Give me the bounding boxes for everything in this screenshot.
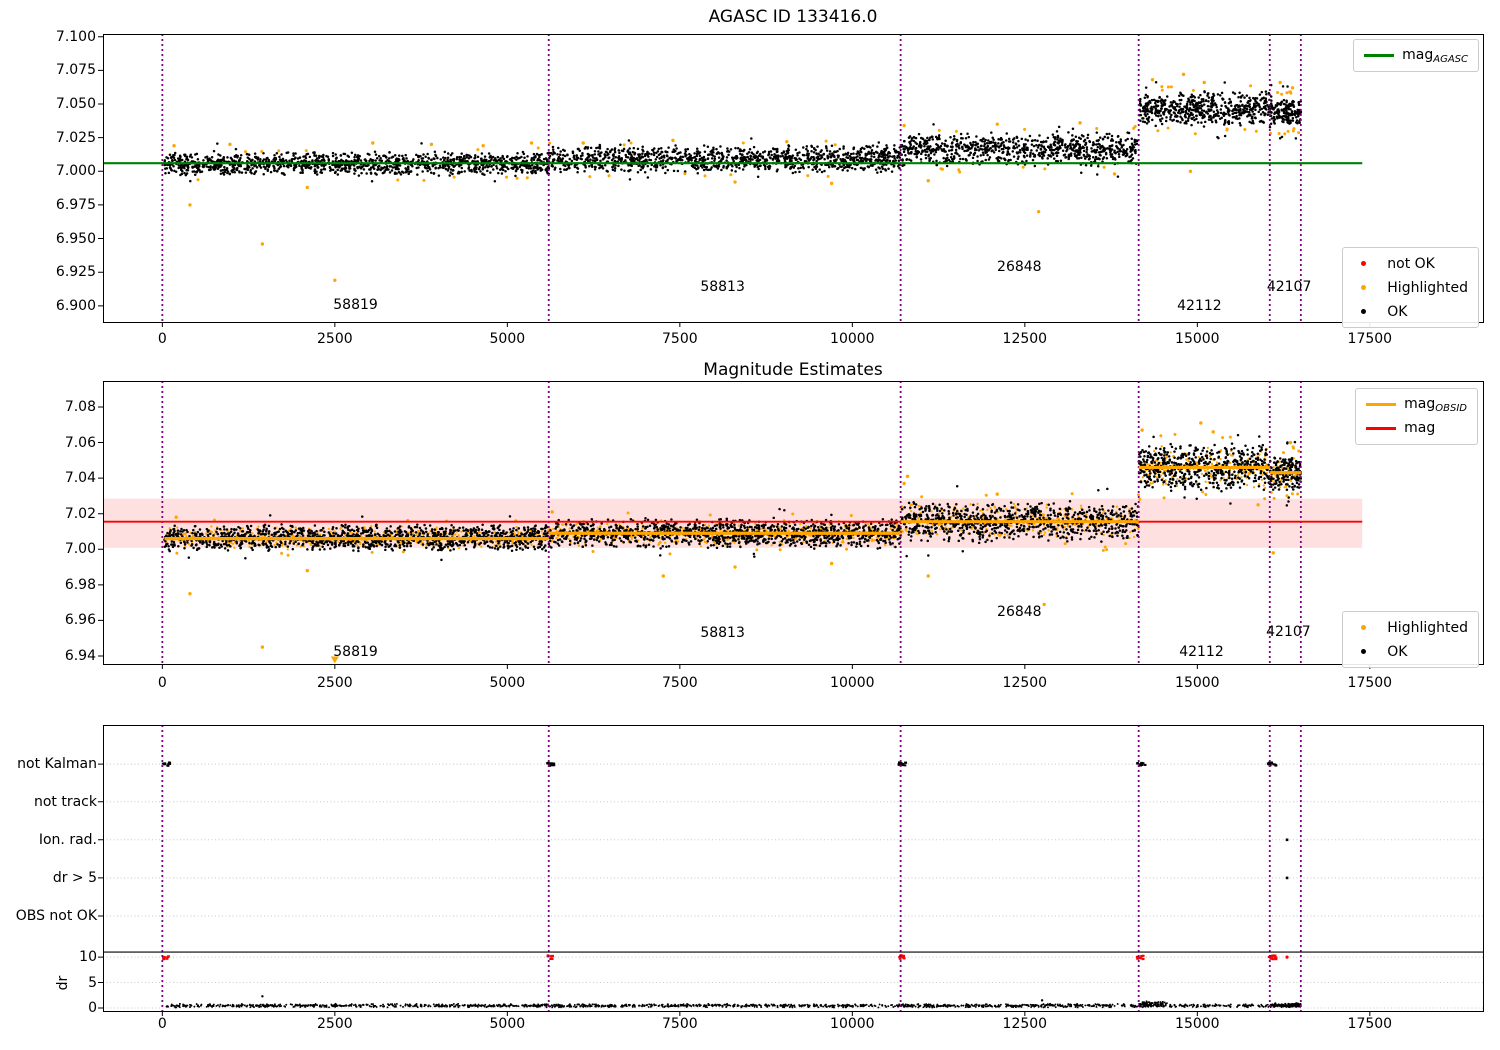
mag-line-swatch [1366, 427, 1397, 430]
legend-row: OK [1353, 302, 1468, 321]
legend-row: Highlighted [1353, 278, 1468, 297]
highlighted-dot-swatch [1361, 285, 1367, 290]
mag-obsid-line-swatch [1366, 402, 1397, 407]
legend-row: magOBSID [1366, 395, 1467, 414]
legend-label: OK [1387, 643, 1408, 660]
legend-mag-agasc: magAGASC [1353, 39, 1479, 72]
legend-row: magAGASC [1364, 46, 1468, 65]
legend-label: magAGASC [1402, 46, 1468, 65]
legend-mag-obsid: magOBSID mag [1355, 388, 1478, 445]
top-plot-title: AGASC ID 133416.0 [708, 7, 878, 27]
not-ok-dot-swatch [1361, 261, 1367, 266]
highlighted-dot-swatch [1361, 625, 1367, 630]
legend-row: Highlighted [1353, 618, 1468, 637]
legend-row: OK [1353, 642, 1468, 661]
legend-mid-points: Highlighted OK [1342, 611, 1479, 668]
legend-label: not OK [1387, 255, 1435, 272]
legend-top-points: not OK Highlighted OK [1342, 247, 1479, 328]
legend-label: mag [1404, 419, 1436, 436]
legend-label: Highlighted [1387, 619, 1468, 636]
legend-label: magOBSID [1404, 395, 1467, 414]
legend-row: not OK [1353, 254, 1468, 273]
legend-label: OK [1387, 303, 1408, 320]
ok-dot-swatch [1361, 649, 1367, 654]
legend-label: Highlighted [1387, 279, 1468, 296]
mag-agasc-line-swatch [1364, 54, 1395, 57]
dr-axis-label: dr [55, 975, 71, 991]
legend-row: mag [1366, 419, 1467, 438]
ok-dot-swatch [1361, 309, 1367, 314]
middle-plot-title: Magnitude Estimates [703, 360, 883, 380]
